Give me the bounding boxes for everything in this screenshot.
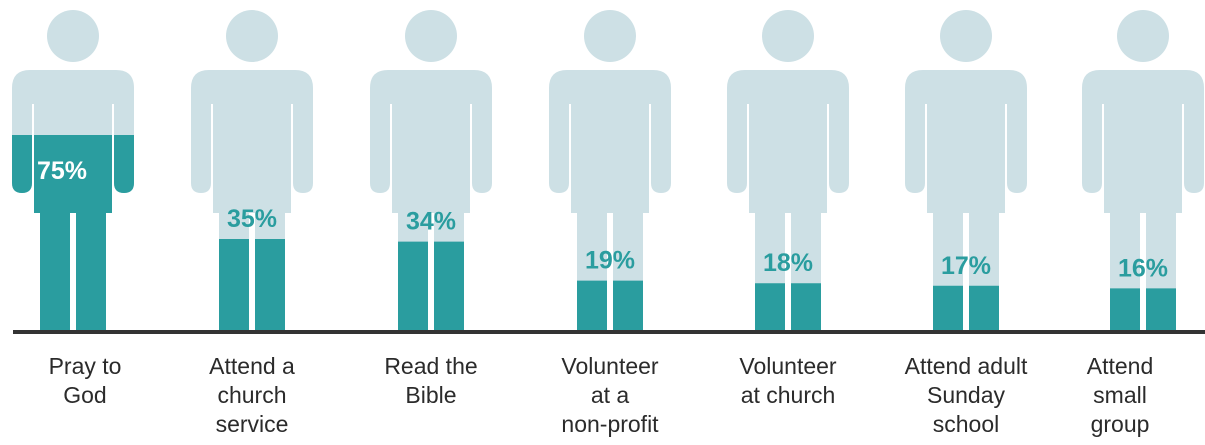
value-label: 17%: [941, 252, 991, 280]
figure-body: [727, 70, 849, 330]
figure-head: [47, 10, 99, 62]
value-label: 75%: [37, 157, 87, 185]
figure-body: [1082, 70, 1204, 330]
value-label: 35%: [227, 205, 277, 233]
figure-body: [549, 70, 671, 330]
baseline: [13, 330, 1205, 334]
figure-body: [370, 70, 492, 330]
figure-head: [405, 10, 457, 62]
category-label: Pray to God: [48, 353, 122, 408]
category-label: Attend small group: [1086, 353, 1154, 437]
person-figure: 75%: [12, 10, 134, 330]
person-figure: 18%: [727, 10, 849, 330]
value-fill: [577, 280, 643, 330]
figure-head: [940, 10, 992, 62]
figure-head: [226, 10, 278, 62]
value-fill: [12, 135, 134, 330]
value-fill: [219, 239, 285, 330]
figure-head: [762, 10, 814, 62]
value-fill: [398, 241, 464, 330]
person-figure: 35%: [191, 10, 313, 330]
figure-head: [1117, 10, 1169, 62]
value-fill: [933, 285, 999, 330]
person-figure: 19%: [549, 10, 671, 330]
person-figure: 17%: [905, 10, 1027, 330]
value-label: 34%: [406, 208, 456, 236]
category-label: Attend adult Sunday school: [904, 353, 1028, 437]
person-figure: 34%: [370, 10, 492, 330]
category-label: Attend a church service: [209, 353, 295, 437]
person-figure: 16%: [1082, 10, 1204, 330]
figure-body: [191, 70, 313, 330]
figure-body: [905, 70, 1027, 330]
value-fill: [755, 283, 821, 330]
value-label: 18%: [763, 249, 813, 277]
figure-head: [584, 10, 636, 62]
value-fill: [1110, 288, 1176, 330]
category-label: Read the Bible: [384, 353, 478, 408]
value-label: 19%: [585, 247, 635, 275]
category-label: Volunteer at church: [739, 353, 837, 408]
value-label: 16%: [1118, 254, 1168, 282]
category-label: Volunteer at a non-profit: [561, 353, 659, 437]
